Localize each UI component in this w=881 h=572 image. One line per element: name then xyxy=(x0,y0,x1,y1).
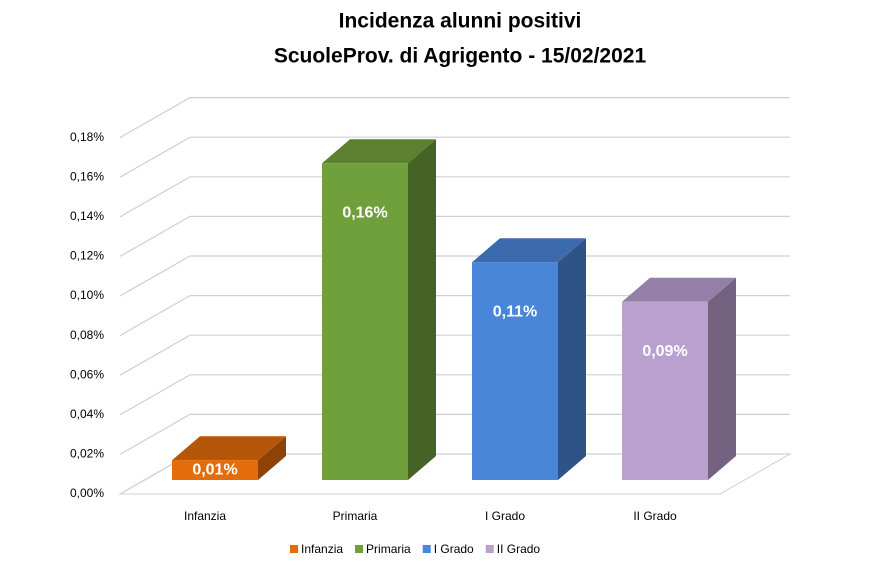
bar-front xyxy=(172,460,258,480)
legend-swatch xyxy=(355,545,364,553)
grid-line xyxy=(119,96,790,139)
y-tick-label: 0,08% xyxy=(70,328,104,342)
legend-label: I Grado xyxy=(434,542,474,556)
bar-side xyxy=(408,139,436,480)
y-tick-label: 0,14% xyxy=(70,209,104,223)
value-label: 0,01% xyxy=(192,461,237,478)
bar-front xyxy=(472,262,558,480)
grid-line xyxy=(119,334,790,376)
legend-item: I Grado xyxy=(422,542,474,556)
bar-top xyxy=(472,238,586,263)
grid-line xyxy=(119,413,790,455)
bar-front xyxy=(322,163,408,480)
legend-swatch xyxy=(485,545,494,553)
legend-swatch xyxy=(290,545,298,553)
x-tick-label: I Grado xyxy=(485,509,525,523)
x-tick-label: Primaria xyxy=(333,509,378,523)
y-tick-label: 0,06% xyxy=(70,367,104,381)
chart-subtitle: ScuoleProv. di Agrigento - 15/02/2021 xyxy=(274,45,647,68)
bar-side xyxy=(558,238,586,480)
legend-label: Infanzia xyxy=(301,542,343,556)
bar-side xyxy=(258,436,286,480)
bar xyxy=(172,436,286,480)
legend-swatch xyxy=(422,545,431,553)
grid-line xyxy=(119,255,790,297)
value-label: 0,11% xyxy=(493,303,537,320)
grid-line xyxy=(119,215,790,257)
y-tick-label: 0,00% xyxy=(70,486,104,500)
value-label: 0,09% xyxy=(642,343,687,360)
y-tick-label: 0,10% xyxy=(70,288,104,302)
x-tick-label: II Grado xyxy=(633,509,677,523)
y-tick-label: 0,18% xyxy=(70,130,104,144)
legend-item: Primaria xyxy=(355,542,411,556)
bar-side xyxy=(708,277,736,480)
y-tick-label: 0,02% xyxy=(70,447,104,461)
bar xyxy=(622,277,736,480)
y-tick-label: 0,04% xyxy=(70,407,104,421)
bar-top xyxy=(622,277,736,302)
bar-front xyxy=(622,301,708,480)
legend-label: Primaria xyxy=(366,542,411,556)
grid-line xyxy=(119,176,790,218)
bar-top xyxy=(322,139,436,164)
legend-item: II Grado xyxy=(485,542,541,556)
y-tick-label: 0,12% xyxy=(70,249,104,263)
x-tick-label: Infanzia xyxy=(184,509,226,523)
legend-item: Infanzia xyxy=(290,542,343,556)
chart-title: Incidenza alunni positivi xyxy=(339,10,582,33)
grid-line xyxy=(119,136,790,178)
grid-line xyxy=(119,374,790,416)
bar-top xyxy=(172,436,286,461)
grid-line xyxy=(119,295,790,337)
bar xyxy=(472,238,586,480)
bar xyxy=(322,139,436,480)
legend-label: II Grado xyxy=(497,542,541,556)
value-label: 0,16% xyxy=(342,204,387,221)
y-tick-label: 0,16% xyxy=(70,169,104,183)
